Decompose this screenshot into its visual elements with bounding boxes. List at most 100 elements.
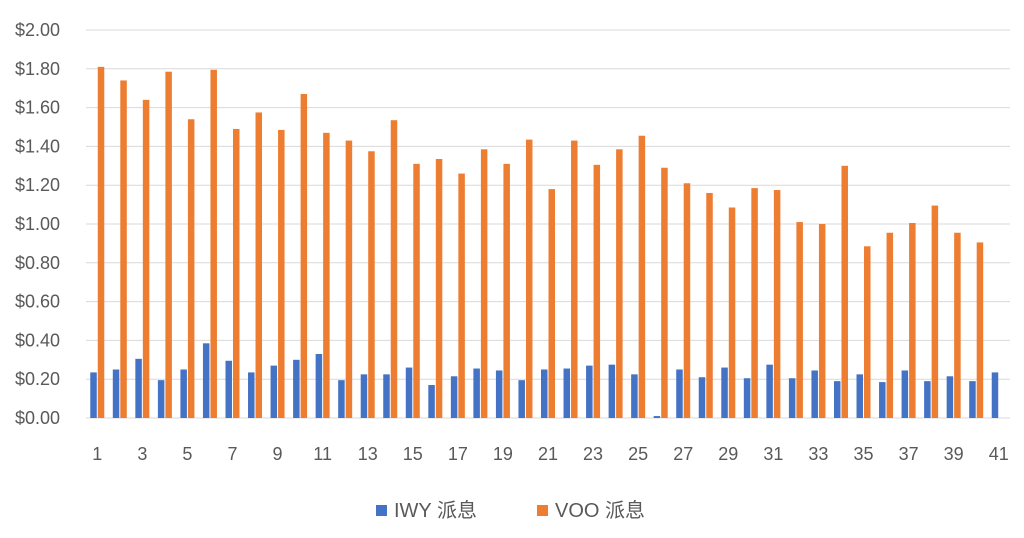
voo-bar xyxy=(435,159,443,418)
x-tick-label: 23 xyxy=(583,444,603,464)
voo-bar xyxy=(773,190,781,418)
iwy-bar xyxy=(293,359,300,418)
iwy-bar xyxy=(698,377,706,418)
gridlines xyxy=(86,29,1010,419)
y-tick-label: $0.20 xyxy=(15,369,60,389)
legend: IWY 派息 VOO 派息 xyxy=(376,499,645,522)
voo-bar xyxy=(593,164,601,418)
voo-bar xyxy=(886,232,894,418)
iwy-bar xyxy=(788,378,796,418)
legend-label-iwy: IWY 派息 xyxy=(394,499,477,522)
x-tick-label: 17 xyxy=(448,444,468,464)
y-tick-label: $0.40 xyxy=(15,330,60,350)
y-tick-label: $1.20 xyxy=(15,175,60,195)
iwy-bar xyxy=(225,360,232,418)
legend-swatch-voo xyxy=(537,505,548,516)
voo-bar xyxy=(841,165,848,418)
voo-bar xyxy=(571,140,578,418)
y-tick-label: $1.00 xyxy=(15,214,60,234)
iwy-bar xyxy=(766,364,773,418)
x-tick-label: 7 xyxy=(227,444,237,464)
iwy-bar xyxy=(608,364,616,418)
iwy-bar xyxy=(338,380,345,418)
iwy-bar xyxy=(157,380,165,418)
iwy-bar xyxy=(315,353,323,418)
voo-bar xyxy=(706,192,713,418)
x-tick-label: 13 xyxy=(358,444,378,464)
iwy-bar xyxy=(270,365,278,418)
iwy-bar xyxy=(833,381,841,418)
voo-bar xyxy=(165,71,172,419)
iwy-bar xyxy=(450,376,458,418)
voo-bar xyxy=(548,189,555,418)
voo-bar xyxy=(638,135,646,419)
x-tick-label: 33 xyxy=(808,444,828,464)
iwy-bar xyxy=(991,372,999,418)
voo-bar xyxy=(616,149,623,418)
voo-bar xyxy=(345,140,353,418)
y-tick-label: $1.60 xyxy=(15,98,60,118)
x-tick-label: 41 xyxy=(989,444,1009,464)
iwy-bar xyxy=(856,374,864,418)
x-tick-label: 5 xyxy=(182,444,192,464)
voo-bar xyxy=(503,163,510,418)
x-tick-label: 11 xyxy=(313,444,332,464)
iwy-bar xyxy=(90,372,97,418)
voo-bar xyxy=(683,183,691,418)
x-tick-label: 37 xyxy=(899,444,919,464)
x-axis-ticks: 1 3 5 7 9 11 13 15 17 19 21 23 25 27 29 31 33 35 37 39 41 xyxy=(92,444,1008,464)
x-tick-label: 31 xyxy=(763,444,783,464)
iwy-bar xyxy=(135,358,142,418)
iwy-bar xyxy=(180,369,187,418)
iwy-bar xyxy=(901,370,909,418)
voo-bar xyxy=(187,119,195,419)
x-tick-label: 3 xyxy=(137,444,147,464)
voo-bar xyxy=(864,246,871,418)
iwy-bar xyxy=(563,368,571,418)
iwy-bar xyxy=(428,385,435,418)
voo-bar xyxy=(232,128,240,418)
iwy-bar xyxy=(495,370,503,418)
y-tick-label: $0.00 xyxy=(15,408,60,428)
iwy-bar xyxy=(248,372,255,418)
voo-bar xyxy=(796,222,803,418)
voo-bar xyxy=(255,112,263,418)
voo-bar xyxy=(954,232,961,418)
voo-bar xyxy=(751,188,758,418)
x-tick-label: 25 xyxy=(628,444,648,464)
iwy-bar xyxy=(405,367,413,418)
voo-bar xyxy=(931,205,939,418)
voo-bar xyxy=(97,66,105,419)
x-tick-label: 1 xyxy=(92,444,102,464)
voo-bar xyxy=(661,167,668,418)
voo-bar xyxy=(323,132,330,418)
iwy-bar xyxy=(969,381,976,418)
iwy-bar xyxy=(112,369,120,418)
iwy-bar xyxy=(946,376,954,418)
legend-swatch-iwy xyxy=(376,505,387,516)
voo-bar xyxy=(525,139,533,419)
voo-bar xyxy=(728,207,736,418)
x-tick-label: 15 xyxy=(403,444,423,464)
voo-bar xyxy=(300,94,308,419)
y-tick-label: $1.80 xyxy=(15,59,60,79)
y-tick-label: $0.60 xyxy=(15,292,60,312)
y-tick-label: $0.80 xyxy=(15,253,60,273)
x-tick-label: 29 xyxy=(718,444,738,464)
voo-bar xyxy=(480,149,488,418)
x-tick-label: 19 xyxy=(493,444,513,464)
voo-bar xyxy=(390,120,398,419)
voo-bar xyxy=(142,99,150,418)
iwy-bar xyxy=(879,382,886,418)
voo-bar xyxy=(413,163,420,418)
iwy-bar xyxy=(586,365,593,418)
iwy-bar xyxy=(631,374,638,418)
voo-bar xyxy=(976,242,984,418)
bars xyxy=(90,66,999,419)
iwy-bar xyxy=(518,380,525,418)
x-tick-label: 27 xyxy=(673,444,693,464)
iwy-bar xyxy=(473,368,480,418)
voo-bar xyxy=(120,80,127,418)
x-tick-label: 9 xyxy=(273,444,283,464)
